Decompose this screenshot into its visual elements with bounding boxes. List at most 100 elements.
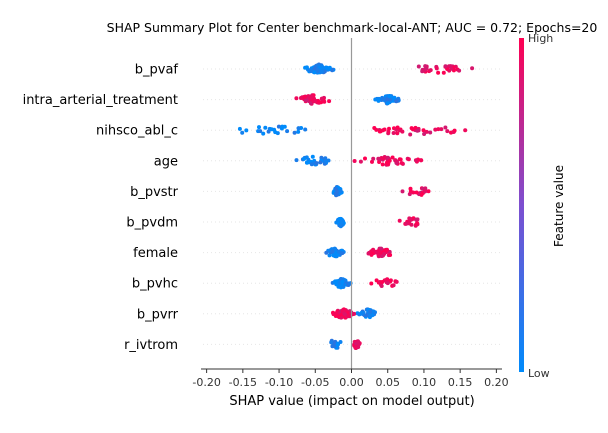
shap-point xyxy=(269,127,274,132)
shap-point xyxy=(296,129,301,134)
feature-label: age xyxy=(154,154,178,169)
shap-point xyxy=(414,190,419,195)
x-tick-label: -0.15 xyxy=(229,376,257,389)
shap-point xyxy=(392,95,397,100)
x-ticks: -0.20 -0.15 -0.10 -0.05 0.00 0.05 0.10 0.15 0.20 xyxy=(192,369,509,389)
feature-label: b_pvstr xyxy=(130,185,179,200)
shap-point xyxy=(327,253,332,258)
shap-point xyxy=(385,277,390,282)
shap-point xyxy=(413,158,418,163)
shap-point xyxy=(380,280,385,284)
shap-point xyxy=(387,94,392,99)
shap-point xyxy=(337,222,342,227)
shap-point xyxy=(361,310,366,315)
shap-point xyxy=(294,96,299,101)
shap-point xyxy=(285,129,290,134)
shap-point xyxy=(336,314,341,319)
shap-point xyxy=(305,160,309,165)
shap-point xyxy=(339,277,343,281)
shap-point xyxy=(395,125,400,130)
shap-point xyxy=(371,156,376,161)
shap-point xyxy=(384,248,389,252)
shap-point xyxy=(303,98,308,102)
shap-point xyxy=(273,130,278,135)
shap-point xyxy=(352,159,357,163)
shap-point xyxy=(353,345,358,350)
shap-point xyxy=(449,66,454,71)
shap-point xyxy=(394,279,399,284)
shap-point xyxy=(330,249,335,254)
shap-point xyxy=(308,96,312,101)
shap-point xyxy=(387,249,392,254)
shap-point xyxy=(385,101,390,106)
x-tick-label: 0.05 xyxy=(375,376,400,389)
shap-point xyxy=(436,127,441,132)
feature-label: r_ivtrom xyxy=(124,338,178,353)
shap-point xyxy=(419,158,424,163)
shap-point xyxy=(400,189,405,194)
shap-point xyxy=(312,66,317,71)
shap-point xyxy=(415,221,420,226)
shap-point xyxy=(400,129,405,134)
shap-point xyxy=(385,160,389,165)
feature-label: b_pvhc xyxy=(132,277,178,292)
shap-point xyxy=(406,157,411,162)
shap-point xyxy=(324,250,329,255)
shap-point xyxy=(419,192,424,197)
shap-point xyxy=(244,128,249,133)
colorbar: High Low Feature value xyxy=(519,32,566,380)
shap-point xyxy=(377,249,382,254)
colorbar-low-label: Low xyxy=(528,367,550,380)
shap-point xyxy=(386,129,391,134)
shap-point xyxy=(426,189,431,194)
shap-point xyxy=(434,66,439,71)
shap-point xyxy=(388,253,393,257)
shap-point xyxy=(333,247,338,252)
shap-point xyxy=(452,128,457,133)
shap-point xyxy=(257,125,261,130)
colorbar-title: Feature value xyxy=(552,165,566,247)
shap-point xyxy=(319,96,324,101)
shap-point xyxy=(445,129,450,134)
x-tick-label: -0.10 xyxy=(265,376,293,389)
shap-point xyxy=(433,127,438,132)
feature-label: b_pvdm xyxy=(126,216,178,231)
shap-point xyxy=(355,340,360,345)
shap-point xyxy=(240,130,245,135)
shap-point xyxy=(279,126,284,131)
shap-point xyxy=(276,124,281,129)
feature-label: female xyxy=(133,246,178,261)
x-tick-label: 0.20 xyxy=(484,376,509,389)
shap-point xyxy=(313,98,318,103)
shap-point xyxy=(393,158,398,163)
shap-point xyxy=(379,284,384,288)
shap-point xyxy=(381,128,385,133)
shap-point xyxy=(373,97,378,102)
shap-point xyxy=(309,162,314,167)
colorbar-high-label: High xyxy=(528,32,553,45)
shap-point xyxy=(428,130,433,135)
colorbar-gradient xyxy=(519,38,524,372)
shap-point xyxy=(358,159,363,164)
shap-point xyxy=(385,281,390,286)
shap-point xyxy=(329,340,334,345)
feature-label: nihsco_abl_c xyxy=(96,124,178,139)
shap-point xyxy=(237,126,242,131)
shap-point xyxy=(394,99,399,104)
shap-point xyxy=(310,154,315,159)
shap-point xyxy=(381,156,386,161)
shap-point xyxy=(266,129,271,134)
shap-point xyxy=(371,247,376,252)
feature-label: b_pvaf xyxy=(135,63,179,78)
shap-point xyxy=(377,129,382,134)
shap-point xyxy=(335,189,340,194)
shap-point xyxy=(263,125,268,130)
chart-title: SHAP Summary Plot for Center benchmark-l… xyxy=(107,20,598,35)
shap-point xyxy=(338,340,343,344)
shap-point xyxy=(316,98,320,103)
shap-point xyxy=(381,96,386,101)
shap-point xyxy=(421,128,426,133)
shap-point xyxy=(415,128,420,133)
